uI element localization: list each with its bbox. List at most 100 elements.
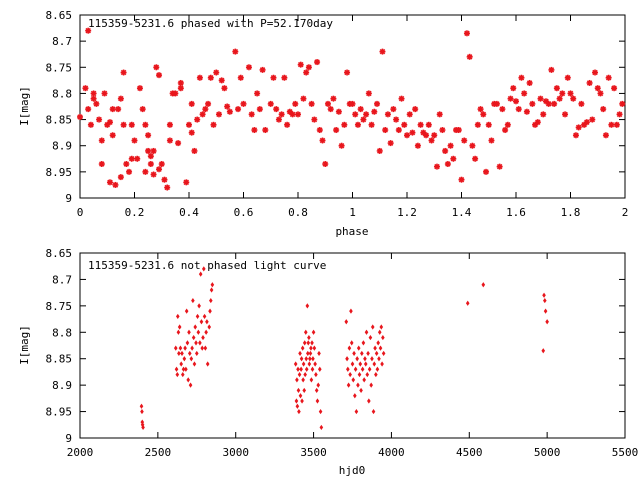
data-point: [378, 345, 383, 351]
data-point: [250, 126, 259, 134]
data-point: [98, 136, 106, 145]
data-point: [187, 329, 191, 335]
data-point: [308, 356, 312, 362]
data-point: [351, 377, 356, 383]
data-point: [277, 110, 286, 119]
data-point: [585, 79, 594, 87]
data-point: [463, 29, 471, 38]
data-point: [182, 356, 187, 362]
data-point: [304, 356, 309, 362]
data-point: [313, 361, 317, 367]
data-point: [144, 147, 152, 155]
data-point: [220, 84, 229, 92]
y-tick-label: 8.7: [52, 273, 72, 286]
data-point: [297, 408, 301, 415]
data-point: [348, 100, 357, 108]
data-point: [350, 361, 355, 367]
x-tick-label: 0.4: [179, 206, 199, 219]
data-point: [182, 178, 191, 187]
data-point: [593, 84, 602, 92]
data-point: [114, 105, 122, 113]
data-point: [303, 329, 308, 335]
x-tick-label: 2: [622, 206, 629, 219]
data-point: [304, 366, 309, 372]
data-point: [89, 94, 98, 103]
data-point: [177, 84, 185, 92]
data-point: [315, 398, 320, 404]
data-point: [318, 408, 323, 415]
data-point: [190, 345, 194, 351]
data-point: [340, 121, 349, 129]
data-point: [414, 141, 422, 150]
data-point: [117, 173, 125, 181]
data-point: [209, 121, 218, 129]
data-point: [299, 94, 308, 103]
data-point: [359, 387, 363, 394]
data-point: [111, 181, 120, 189]
x-tick-label: 0.8: [288, 206, 308, 219]
data-point: [212, 68, 221, 77]
data-point: [288, 110, 297, 119]
data-point: [343, 68, 351, 77]
data-point: [157, 160, 166, 168]
data-point: [501, 126, 509, 134]
data-point: [192, 361, 197, 367]
data-point: [367, 366, 372, 372]
data-point: [174, 139, 182, 147]
y-tick-label: 8.95: [46, 406, 73, 419]
x-tick-label: 3500: [300, 446, 327, 459]
data-point: [457, 175, 466, 184]
data-point: [95, 115, 103, 124]
data-point: [569, 94, 578, 103]
data-point: [136, 84, 144, 92]
data-point: [544, 100, 553, 108]
data-point: [354, 121, 362, 129]
data-point: [574, 123, 583, 132]
data-point: [366, 350, 370, 357]
data-point: [187, 350, 192, 357]
data-point: [189, 356, 194, 362]
data-point: [362, 377, 366, 383]
data-point: [363, 361, 368, 367]
x-tick-label: 0.6: [234, 206, 254, 219]
data-point: [300, 398, 304, 404]
x-tick-label: 5500: [612, 446, 639, 459]
x-tick-label: 2000: [67, 446, 94, 459]
data-point: [306, 350, 310, 357]
x-tick-label: 0.2: [125, 206, 145, 219]
data-point: [261, 126, 270, 134]
phased-plot-title: 115359-5231.6 phased with P=52.170day: [88, 17, 333, 30]
data-point: [360, 366, 365, 372]
data-point: [512, 97, 520, 106]
data-point: [141, 121, 150, 129]
data-point: [384, 110, 392, 119]
data-point: [381, 126, 390, 134]
data-point: [349, 340, 354, 346]
data-point: [177, 324, 182, 330]
data-point: [356, 382, 360, 388]
data-point: [314, 371, 318, 378]
data-point: [275, 115, 283, 124]
data-point: [555, 94, 564, 103]
data-point: [140, 408, 144, 415]
data-point: [198, 340, 202, 346]
data-point: [186, 377, 191, 383]
data-point: [375, 147, 384, 155]
data-point: [607, 121, 616, 129]
data-point: [184, 366, 188, 372]
data-point: [493, 100, 501, 108]
data-point: [253, 89, 261, 98]
data-point: [372, 361, 377, 367]
data-point: [438, 126, 447, 134]
data-point: [283, 121, 291, 129]
data-point: [125, 168, 133, 176]
data-point: [302, 68, 310, 77]
data-point: [435, 110, 444, 119]
data-point: [525, 79, 534, 87]
data-point: [196, 73, 204, 82]
data-point: [296, 387, 301, 394]
data-point: [566, 89, 575, 98]
data-point: [295, 377, 299, 383]
data-point: [514, 105, 523, 113]
data-point: [577, 100, 586, 108]
